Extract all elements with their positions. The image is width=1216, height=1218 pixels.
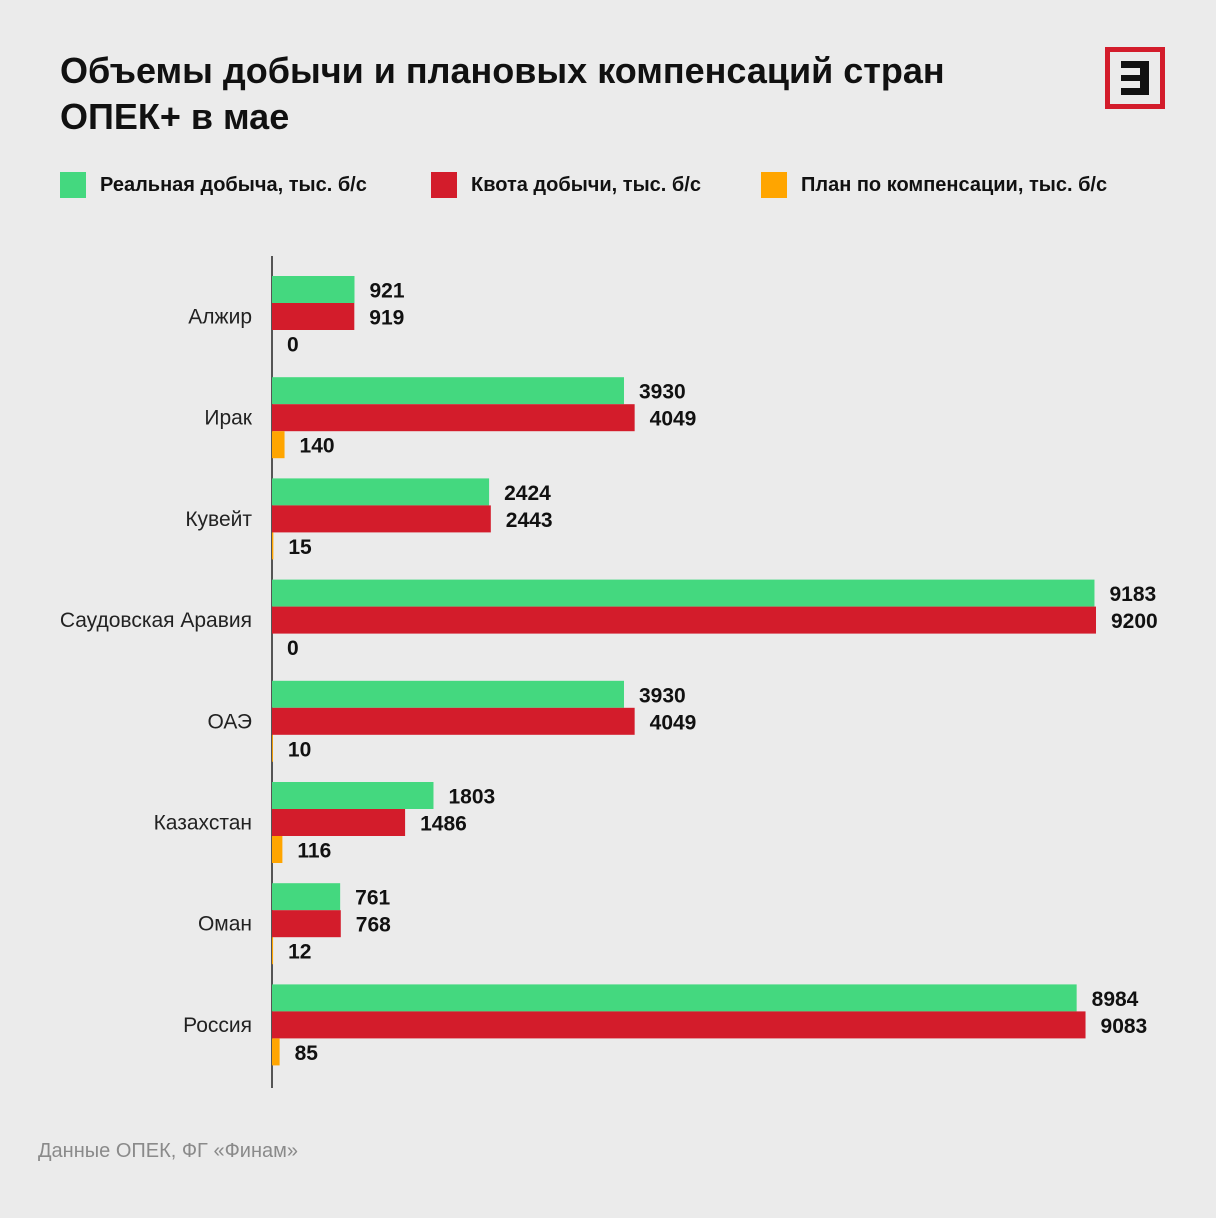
data-label: 3930: [639, 381, 686, 404]
data-label: 10: [288, 738, 311, 761]
bar: [272, 377, 624, 405]
legend-swatch-production: [60, 172, 86, 198]
title-line-1: Объемы добычи и плановых компенсаций стр…: [60, 50, 945, 91]
data-label: 0: [287, 637, 299, 660]
bar: [272, 782, 434, 809]
bar: [272, 606, 1096, 634]
data-label: 4049: [650, 711, 697, 734]
category-label: Кувейт: [185, 508, 252, 531]
category-label: Оман: [198, 913, 252, 936]
bar: [272, 883, 341, 911]
category-label: ОАЭ: [207, 710, 252, 733]
data-label: 761: [355, 887, 390, 910]
bar-chart: Алжир 921 919 0 Ирак 3930 4049 140 Кувейт 2424 244…: [60, 256, 1158, 1088]
bar: [272, 836, 283, 863]
bar: [272, 734, 273, 762]
bar: [272, 707, 635, 735]
data-label: 1486: [420, 813, 467, 836]
bar: [272, 404, 635, 432]
category-label: Ирак: [204, 407, 252, 430]
legend-item-production: Реальная добыча, тыс. б/с: [60, 168, 367, 202]
data-label: 8984: [1092, 988, 1139, 1011]
bar: [272, 809, 406, 836]
e-letter-logo-icon: [1105, 47, 1165, 109]
data-label: 1803: [448, 786, 495, 809]
data-label: 12: [288, 941, 311, 964]
title-line-2: ОПЕК+ в мае: [60, 96, 290, 137]
data-label: 140: [300, 435, 335, 458]
category-label: Россия: [183, 1014, 252, 1037]
bar: [272, 478, 490, 506]
legend-label-production: Реальная добыча, тыс. б/с: [100, 173, 367, 196]
data-label: 919: [369, 307, 404, 330]
data-label: 9200: [1111, 610, 1158, 633]
legend-swatch-compensation: [761, 172, 787, 198]
legend-item-quota: Квота добычи, тыс. б/с: [431, 168, 701, 202]
data-label: 2443: [506, 509, 553, 532]
category-label: Казахстан: [154, 812, 252, 835]
bar: [272, 937, 274, 965]
bar: [272, 276, 355, 303]
legend-item-compensation: План по компенсации, тыс. б/с: [761, 168, 1107, 202]
data-label: 0: [287, 334, 299, 357]
bar: [272, 984, 1077, 1012]
bar: [272, 680, 624, 708]
data-label: 2424: [504, 482, 551, 505]
data-label: 4049: [650, 408, 697, 431]
data-label: 768: [356, 914, 391, 937]
chart-legend: Реальная добыча, тыс. б/с Квота добычи, …: [60, 168, 1200, 202]
bar: [272, 532, 274, 560]
legend-swatch-quota: [431, 172, 457, 198]
data-label: 9083: [1101, 1015, 1148, 1038]
chart-title: Объемы добычи и плановых компенсаций стр…: [60, 48, 1060, 140]
legend-label-compensation: План по компенсации, тыс. б/с: [801, 173, 1108, 196]
data-label: 116: [297, 840, 331, 863]
bar: [272, 431, 285, 459]
data-label: 921: [369, 280, 404, 303]
data-label: 9183: [1109, 583, 1156, 606]
bar: [272, 1038, 280, 1066]
category-label: Саудовская Аравия: [60, 609, 252, 632]
bar: [272, 910, 341, 938]
bar: [272, 505, 491, 533]
category-label: Алжир: [188, 306, 252, 329]
data-label: 85: [295, 1042, 319, 1065]
bar: [272, 1011, 1086, 1039]
source-note: Данные ОПЕК, ФГ «Финам»: [38, 1140, 298, 1162]
data-label: 3930: [639, 684, 686, 707]
bar: [272, 579, 1095, 607]
legend-label-quota: Квота добычи, тыс. б/с: [471, 173, 701, 196]
data-label: 15: [288, 536, 312, 559]
bar: [272, 303, 355, 330]
